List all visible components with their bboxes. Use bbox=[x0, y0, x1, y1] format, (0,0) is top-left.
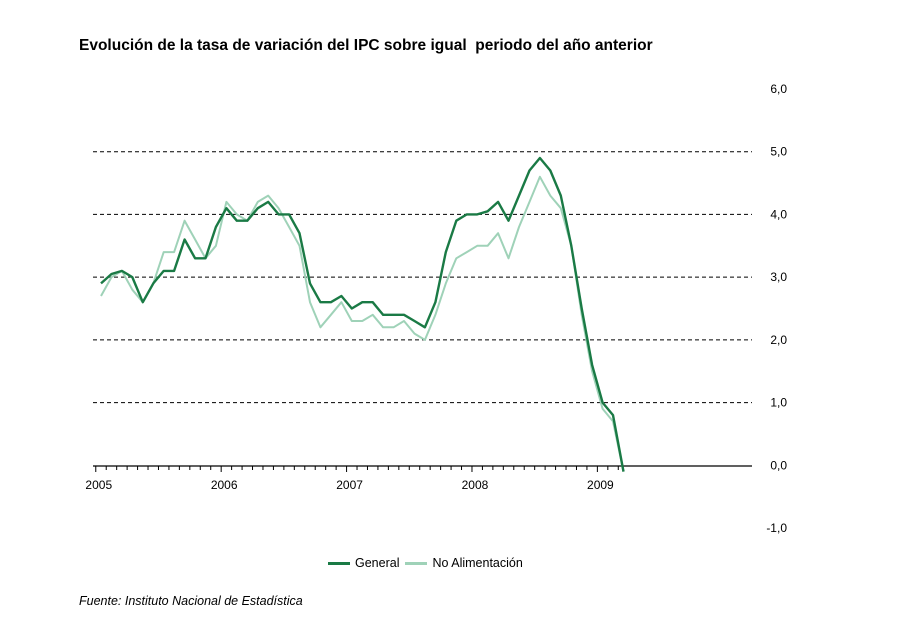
series-line-no-alimentacion bbox=[100, 175, 625, 472]
y-tick-label: 3,0 bbox=[770, 270, 787, 284]
source-note: Fuente: Instituto Nacional de Estadístic… bbox=[79, 594, 303, 608]
legend-item-general[interactable]: General bbox=[328, 556, 399, 570]
y-tick-label: 5,0 bbox=[770, 145, 787, 159]
legend-swatch-no-alimentacion bbox=[405, 561, 428, 565]
y-tick-label: 6,0 bbox=[770, 82, 787, 96]
series-line-general bbox=[100, 156, 625, 472]
legend-item-no-alimentacion[interactable]: No Alimentación bbox=[405, 556, 523, 570]
y-tick-label: 0,0 bbox=[770, 458, 787, 472]
x-tick-label: 2009 bbox=[587, 478, 614, 492]
x-tick-label: 2006 bbox=[211, 478, 238, 492]
legend-swatch-general bbox=[328, 561, 350, 565]
x-tick-label: 2005 bbox=[85, 478, 112, 492]
legend-label-general: General bbox=[355, 556, 400, 570]
legend: General No Alimentación bbox=[328, 556, 529, 570]
legend-label-no-alimentacion: No Alimentación bbox=[432, 556, 523, 570]
y-tick-label: 2,0 bbox=[770, 333, 787, 347]
y-tick-label: -1,0 bbox=[766, 521, 787, 535]
y-tick-label: 4,0 bbox=[770, 207, 787, 221]
y-tick-label: 1,0 bbox=[770, 396, 787, 410]
chart-title: Evolución de la tasa de variación del IP… bbox=[79, 37, 653, 54]
x-tick-label: 2008 bbox=[462, 478, 489, 492]
x-tick-label: 2007 bbox=[336, 478, 363, 492]
